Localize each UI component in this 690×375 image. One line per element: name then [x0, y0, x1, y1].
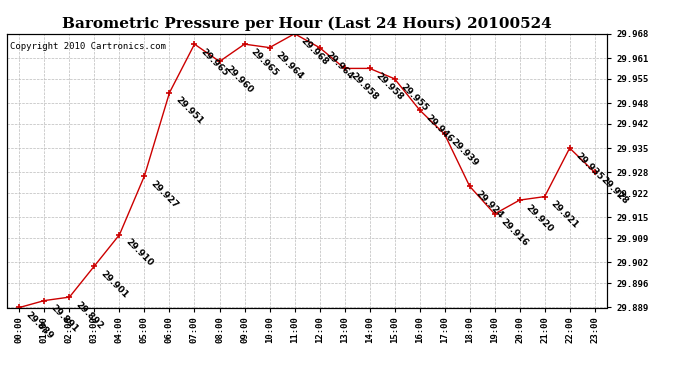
Text: 29.968: 29.968: [299, 36, 330, 68]
Text: 29.939: 29.939: [448, 137, 480, 168]
Text: 29.958: 29.958: [374, 71, 405, 102]
Text: 29.892: 29.892: [74, 300, 105, 331]
Text: 29.965: 29.965: [248, 47, 279, 78]
Text: 29.946: 29.946: [424, 113, 455, 144]
Text: Copyright 2010 Cartronics.com: Copyright 2010 Cartronics.com: [10, 42, 166, 51]
Text: 29.927: 29.927: [148, 178, 180, 210]
Text: 29.924: 29.924: [474, 189, 505, 220]
Text: 29.921: 29.921: [549, 200, 580, 230]
Text: 29.964: 29.964: [274, 50, 305, 81]
Text: 29.960: 29.960: [224, 64, 255, 95]
Text: 29.965: 29.965: [199, 47, 230, 78]
Text: 29.910: 29.910: [124, 237, 155, 268]
Title: Barometric Pressure per Hour (Last 24 Hours) 20100524: Barometric Pressure per Hour (Last 24 Ho…: [62, 17, 552, 31]
Text: 29.891: 29.891: [48, 303, 79, 334]
Text: 29.928: 29.928: [599, 175, 630, 206]
Text: 29.920: 29.920: [524, 203, 555, 234]
Text: 29.935: 29.935: [574, 151, 605, 182]
Text: 29.955: 29.955: [399, 82, 430, 112]
Text: 29.958: 29.958: [348, 71, 380, 102]
Text: 29.964: 29.964: [324, 50, 355, 81]
Text: 29.916: 29.916: [499, 217, 530, 248]
Text: 29.889: 29.889: [23, 310, 55, 341]
Text: 29.951: 29.951: [174, 95, 205, 126]
Text: 29.901: 29.901: [99, 269, 130, 300]
